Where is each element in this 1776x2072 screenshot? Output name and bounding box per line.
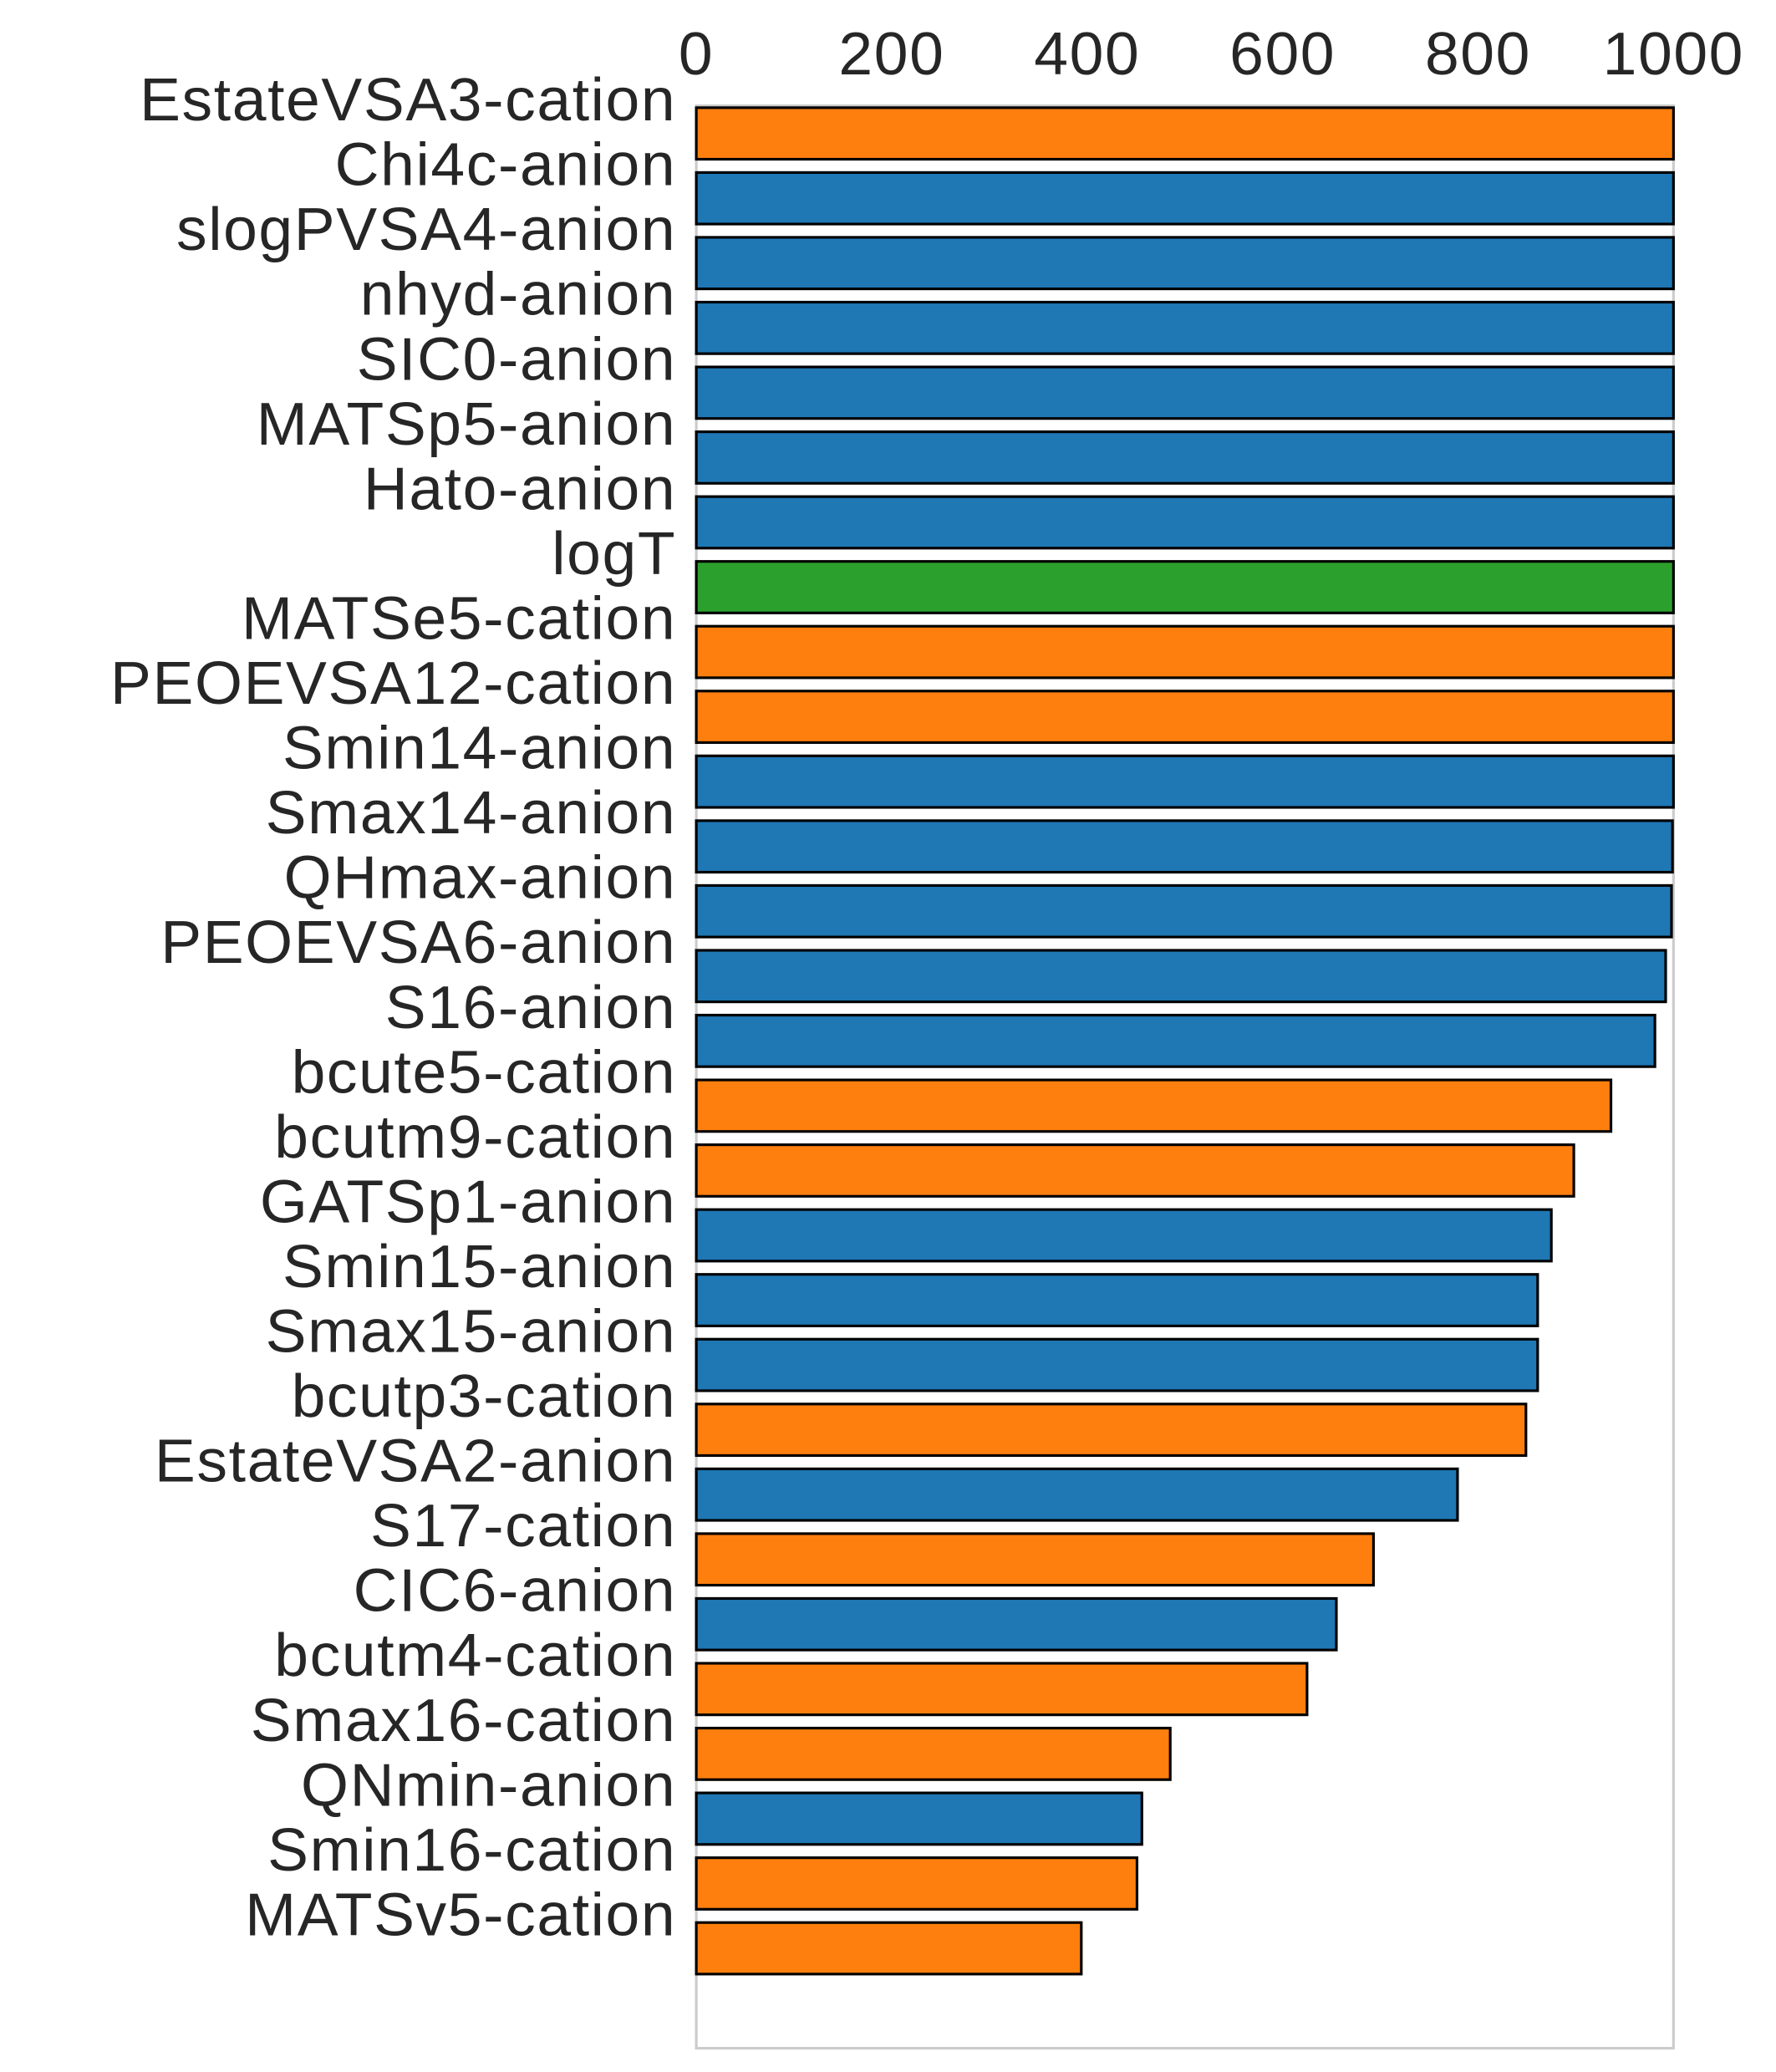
x-tick-label: 400	[1034, 20, 1140, 88]
bar	[695, 236, 1675, 291]
bar	[695, 1013, 1656, 1068]
bar	[695, 1662, 1309, 1717]
y-tick-label: slogPVSA4-anion	[176, 196, 676, 263]
bar	[695, 1403, 1528, 1458]
bar	[695, 1467, 1459, 1522]
y-tick-label: PEOEVSA12-cation	[110, 649, 676, 717]
bar	[695, 1143, 1575, 1198]
y-tick-label: logT	[552, 520, 676, 588]
y-tick-label: Smax15-anion	[266, 1298, 677, 1366]
y-tick-label: S17-cation	[370, 1492, 676, 1560]
bar	[695, 1208, 1553, 1263]
bar	[695, 1726, 1172, 1781]
y-tick-label: PEOEVSA6-anion	[160, 909, 676, 976]
y-tick-label: SIC0-anion	[357, 326, 677, 394]
bar	[695, 754, 1675, 809]
y-tick-label: Hato-anion	[364, 456, 676, 523]
bar	[695, 1856, 1139, 1911]
plot-frame	[695, 104, 1675, 2050]
bar	[695, 1532, 1375, 1587]
x-tick-label: 800	[1425, 20, 1531, 88]
bar	[695, 1596, 1338, 1652]
y-tick-label: EstateVSA2-anion	[155, 1428, 676, 1495]
y-tick-label: CIC6-anion	[354, 1557, 677, 1625]
y-tick-label: EstateVSA3-cation	[140, 66, 676, 134]
y-tick-label: bcutp3-cation	[292, 1362, 677, 1430]
bar	[695, 560, 1675, 614]
x-tick-label: 1000	[1603, 20, 1744, 88]
bar	[695, 365, 1675, 420]
bar	[695, 1921, 1083, 1976]
y-tick-label: S16-anion	[385, 974, 676, 1041]
bar	[695, 690, 1675, 745]
bar	[695, 949, 1667, 1004]
y-tick-label: QHmax-anion	[284, 844, 677, 912]
bar	[695, 1078, 1613, 1133]
x-tick-label: 200	[838, 20, 944, 88]
bar	[695, 1791, 1143, 1846]
x-tick-label: 600	[1229, 20, 1336, 88]
bar	[695, 106, 1675, 161]
bar	[695, 819, 1674, 874]
bar	[695, 495, 1675, 550]
y-tick-label: Smin16-cation	[267, 1816, 676, 1884]
y-tick-label: GATSp1-anion	[260, 1168, 676, 1236]
y-tick-label: Smin15-anion	[282, 1233, 676, 1301]
y-tick-label: QNmin-anion	[301, 1752, 676, 1820]
y-tick-label: Chi4c-anion	[335, 131, 677, 199]
bar	[695, 1273, 1539, 1327]
bar	[695, 624, 1675, 680]
bar	[695, 883, 1673, 939]
y-tick-label: MATSp5-anion	[257, 390, 676, 458]
y-tick-label: MATSe5-cation	[242, 585, 676, 653]
y-tick-label: nhyd-anion	[360, 261, 677, 328]
y-tick-label: Smin14-anion	[282, 715, 676, 782]
bar	[695, 1337, 1539, 1392]
y-tick-label: Smax14-anion	[266, 779, 677, 847]
bar	[695, 171, 1675, 226]
x-tick-label: 0	[679, 20, 714, 88]
y-tick-label: bcutm4-cation	[274, 1621, 676, 1689]
bar	[695, 430, 1675, 485]
y-tick-label: Smax16-cation	[251, 1687, 676, 1754]
bar	[695, 300, 1675, 355]
y-tick-label: bcute5-cation	[292, 1039, 677, 1107]
y-tick-label: bcutm9-cation	[274, 1103, 676, 1171]
y-tick-label: MATSv5-cation	[245, 1881, 676, 1949]
